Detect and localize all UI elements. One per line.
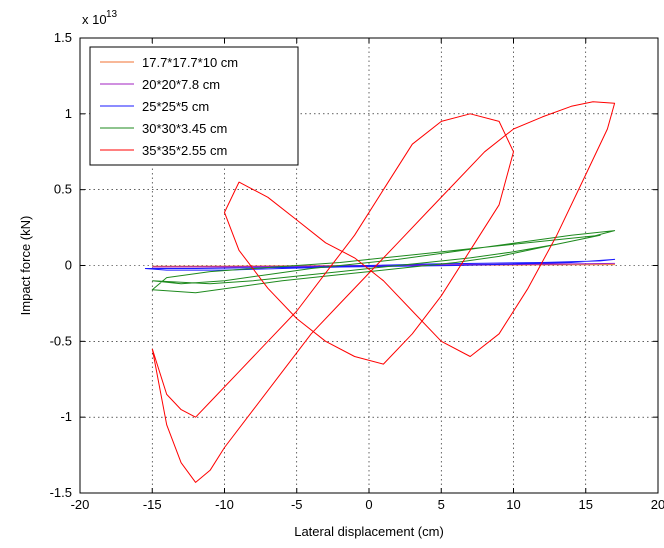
series-line xyxy=(144,258,616,271)
legend-label: 20*20*7.8 cm xyxy=(142,77,220,92)
x-tick-label: -20 xyxy=(71,497,90,512)
x-tick-label: 0 xyxy=(365,497,372,512)
y-tick-label: 0.5 xyxy=(54,182,72,197)
x-tick-label: 5 xyxy=(438,497,445,512)
y-tick-label: -0.5 xyxy=(50,333,72,348)
legend-label: 25*25*5 cm xyxy=(142,99,209,114)
legend-label: 17.7*17.7*10 cm xyxy=(142,55,238,70)
series-line xyxy=(151,230,616,294)
x-tick-label: 20 xyxy=(651,497,664,512)
x-tick-label: 15 xyxy=(579,497,593,512)
y-axis-label: Impact force (kN) xyxy=(18,216,33,316)
legend-label: 35*35*2.55 cm xyxy=(142,143,227,158)
y-tick-label: 0 xyxy=(65,258,72,273)
x-axis-label: Lateral displacement (cm) xyxy=(294,524,444,539)
series-layer xyxy=(144,101,616,483)
legend-label: 30*30*3.45 cm xyxy=(142,121,227,136)
series-line xyxy=(151,101,616,483)
y-exponent-power: 13 xyxy=(106,9,118,20)
grid-layer xyxy=(80,38,658,493)
y-tick-label: -1.5 xyxy=(50,485,72,500)
y-tick-label: 1.5 xyxy=(54,30,72,45)
x-tick-label: -15 xyxy=(143,497,162,512)
series-line xyxy=(152,262,616,268)
x-tick-label: 10 xyxy=(506,497,520,512)
x-tick-label: -10 xyxy=(215,497,234,512)
x-tick-label: -5 xyxy=(291,497,303,512)
legend: 17.7*17.7*10 cm 20*20*7.8 cm 25*25*5 cm 30*… xyxy=(89,46,299,166)
y-tick-label: 1 xyxy=(65,106,72,121)
y-tick-label: -1 xyxy=(60,409,72,424)
y-exponent-label: x 10 xyxy=(82,12,107,27)
tick-layer: -20 -15 -10 -5 0 5 10 15 20 -1.5 -1 -0.5 0 0.5 1 1.5 xyxy=(50,30,664,512)
